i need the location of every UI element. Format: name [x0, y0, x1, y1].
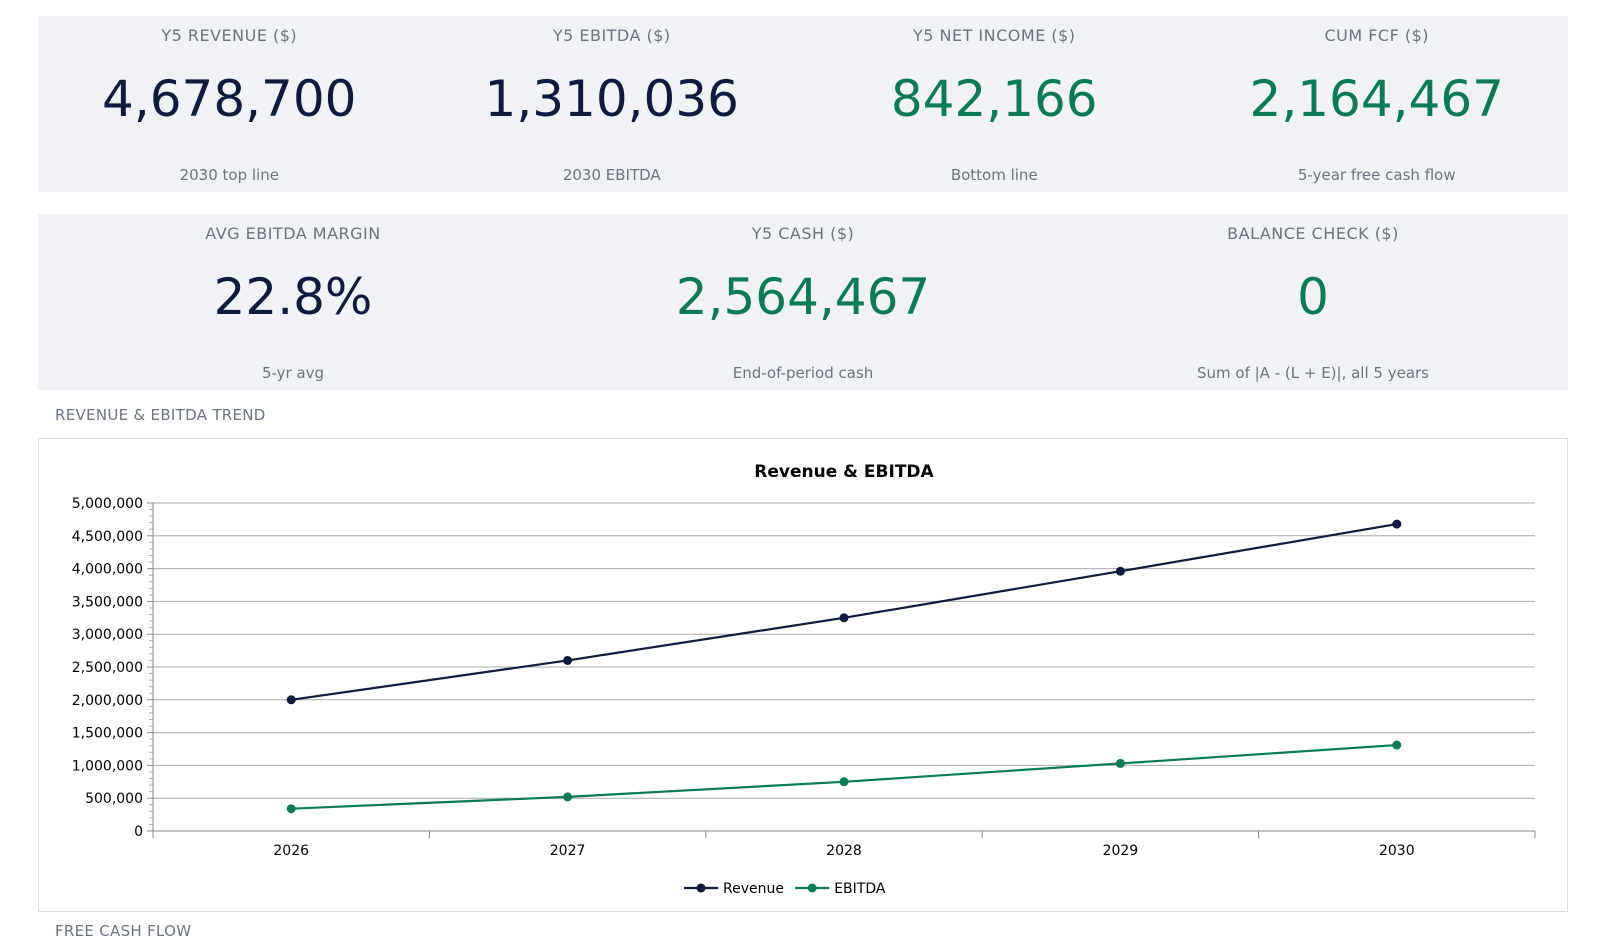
chart-svg: Revenue & EBITDA 0 500,000 1,000,000 1,500,0…	[72, 462, 1536, 897]
kpi-label: CUM FCF ($)	[1324, 26, 1430, 45]
kpi-label: AVG EBITDA MARGIN	[205, 224, 381, 243]
kpi-card-y5-net-income: Y5 NET INCOME ($) 842,166 Bottom line	[803, 16, 1186, 192]
y-tick-label: 4,000,000	[72, 562, 143, 578]
x-tick-label: 2026	[273, 843, 309, 859]
kpi-card-y5-revenue: Y5 REVENUE ($) 4,678,700 2030 top line	[38, 16, 421, 192]
kpi-row-primary: Y5 REVENUE ($) 4,678,700 2030 top line Y…	[38, 16, 1568, 192]
y-tick-label: 3,500,000	[72, 594, 143, 610]
y-tick-label: 1,000,000	[72, 758, 143, 774]
kpi-subtitle: 5-year free cash flow	[1297, 166, 1456, 184]
legend-label-ebitda: EBITDA	[834, 881, 886, 897]
section-title-fcf: FREE CASH FLOW	[55, 922, 192, 940]
section-title-trend: REVENUE & EBITDA TREND	[55, 406, 266, 424]
kpi-label: Y5 CASH ($)	[751, 224, 855, 243]
y-tick-label: 4,500,000	[72, 529, 143, 545]
kpi-label: Y5 REVENUE ($)	[161, 26, 298, 45]
y-tick-label: 500,000	[85, 791, 143, 807]
y-tick-label: 3,000,000	[72, 627, 143, 643]
y-tick-label: 0	[134, 824, 143, 840]
kpi-card-balance-check: BALANCE CHECK ($) 0 Sum of |A - (L + E)|…	[1058, 214, 1568, 390]
series-line-revenue	[291, 522, 1397, 701]
kpi-subtitle: Bottom line	[950, 166, 1038, 184]
data-point-ebitda	[1392, 740, 1402, 750]
kpi-value: 2,564,467	[675, 268, 931, 326]
data-point-ebitda	[286, 804, 296, 814]
kpi-card-y5-ebitda: Y5 EBITDA ($) 1,310,036 2030 EBITDA	[421, 16, 804, 192]
revenue-ebitda-chart: Revenue & EBITDA 0 500,000 1,000,000 1,500,0…	[38, 438, 1568, 912]
data-point-ebitda	[839, 777, 849, 787]
legend-label-revenue: Revenue	[723, 881, 784, 897]
kpi-label: Y5 NET INCOME ($)	[912, 26, 1076, 45]
data-point-revenue	[839, 613, 849, 623]
kpi-subtitle: 5-yr avg	[261, 364, 325, 382]
series-line-ebitda	[291, 743, 1397, 810]
kpi-value: 842,166	[890, 70, 1098, 128]
kpi-card-y5-cash: Y5 CASH ($) 2,564,467 End-of-period cash	[548, 214, 1058, 390]
kpi-value: 0	[1297, 268, 1329, 326]
x-tick-label: 2028	[826, 843, 862, 859]
kpi-card-avg-ebitda-margin: AVG EBITDA MARGIN 22.8% 5-yr avg	[38, 214, 548, 390]
kpi-subtitle: 2030 EBITDA	[562, 166, 661, 184]
kpi-label: Y5 EBITDA ($)	[552, 26, 671, 45]
legend-marker-revenue	[696, 883, 706, 893]
kpi-subtitle: Sum of |A - (L + E)|, all 5 years	[1196, 364, 1430, 382]
kpi-label: BALANCE CHECK ($)	[1227, 224, 1399, 243]
legend-marker-ebitda	[807, 883, 817, 893]
kpi-card-cum-fcf: CUM FCF ($) 2,164,467 5-year free cash f…	[1186, 16, 1569, 192]
data-point-revenue	[1392, 519, 1402, 529]
kpi-value: 4,678,700	[102, 70, 357, 128]
data-point-ebitda	[1115, 758, 1125, 768]
chart-title: Revenue & EBITDA	[754, 462, 934, 482]
kpi-value: 2,164,467	[1249, 70, 1504, 128]
kpi-value: 22.8%	[213, 268, 373, 326]
x-tick-label: 2029	[1103, 843, 1139, 859]
data-point-revenue	[563, 655, 573, 665]
data-point-revenue	[286, 695, 296, 705]
x-tick-label: 2030	[1379, 843, 1415, 859]
kpi-row-secondary: AVG EBITDA MARGIN 22.8% 5-yr avg Y5 CASH…	[38, 214, 1568, 390]
kpi-subtitle: 2030 top line	[179, 166, 279, 184]
y-tick-label: 5,000,000	[72, 496, 143, 512]
y-tick-label: 1,500,000	[72, 726, 143, 742]
data-point-ebitda	[563, 792, 573, 802]
kpi-subtitle: End-of-period cash	[732, 364, 874, 382]
kpi-value: 1,310,036	[484, 70, 739, 128]
y-tick-label: 2,500,000	[72, 660, 143, 676]
data-point-revenue	[1115, 566, 1125, 576]
x-tick-label: 2027	[550, 843, 586, 859]
y-tick-label: 2,000,000	[72, 693, 143, 709]
